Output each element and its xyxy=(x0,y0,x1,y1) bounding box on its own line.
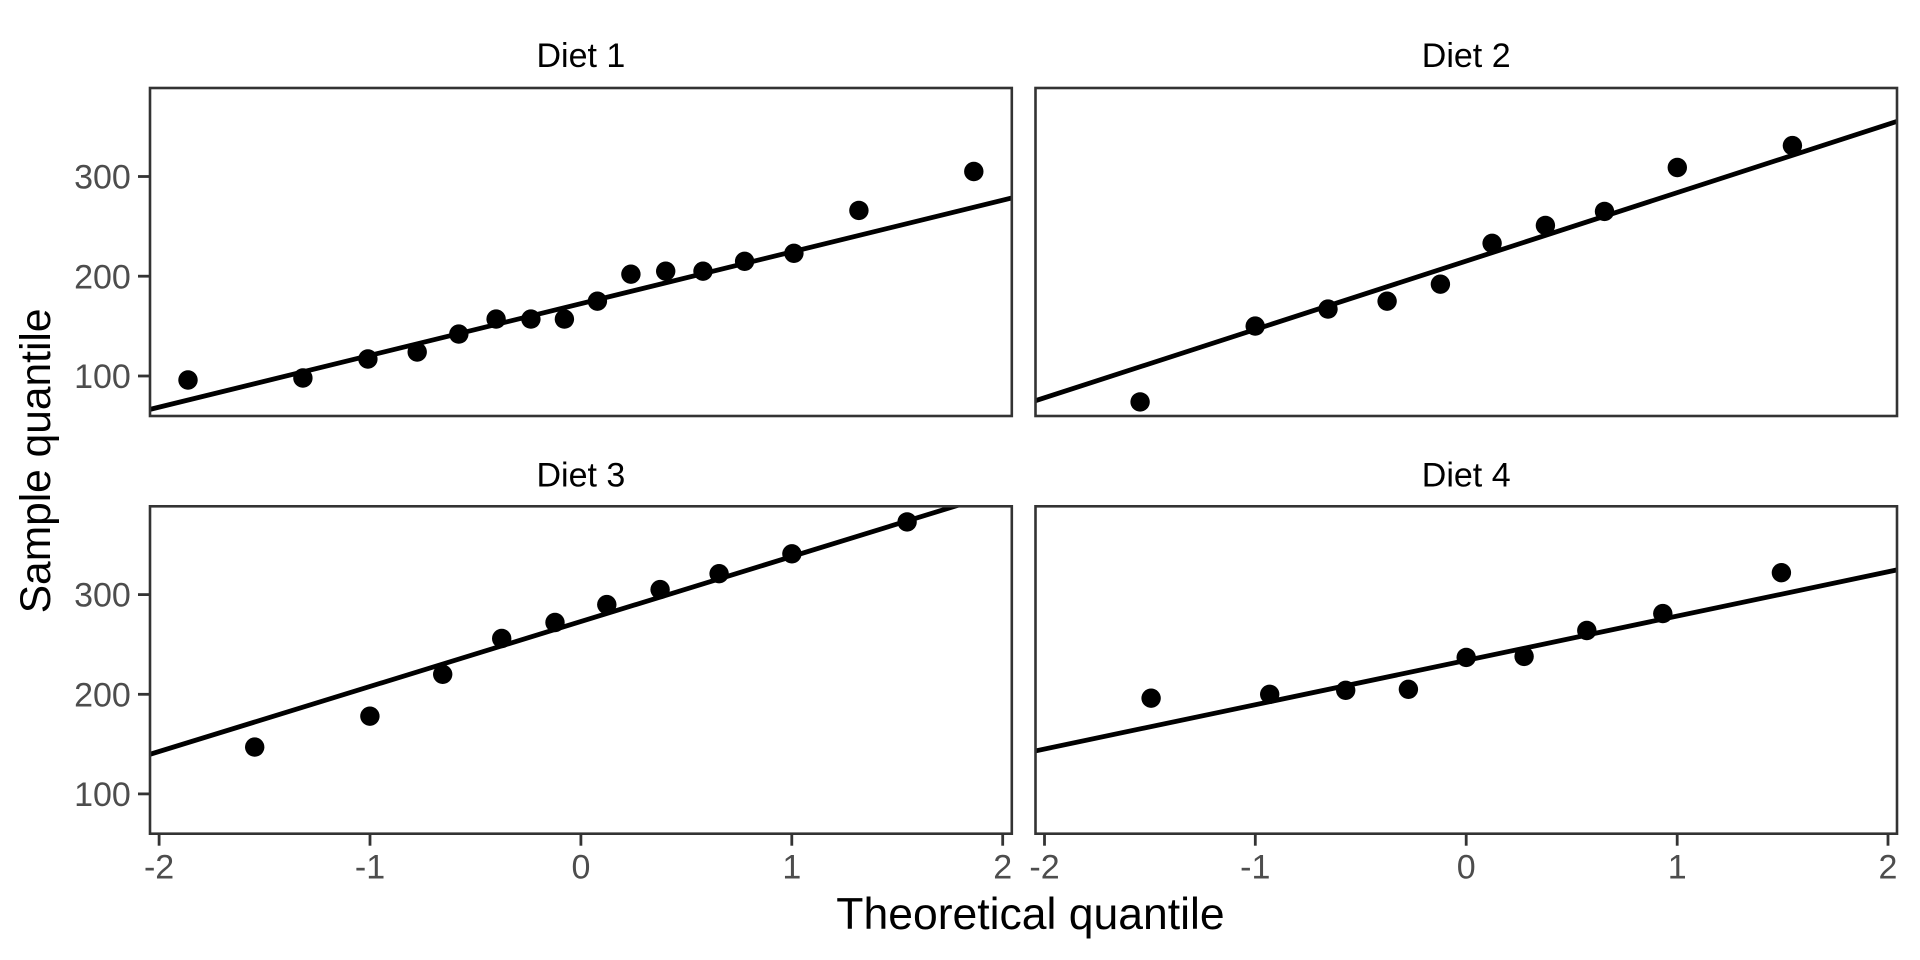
svg-text:300: 300 xyxy=(74,577,131,615)
svg-text:Sample quantile: Sample quantile xyxy=(13,309,60,614)
svg-text:300: 300 xyxy=(74,159,131,197)
svg-text:1: 1 xyxy=(1668,849,1687,887)
svg-text:Theoretical quantile: Theoretical quantile xyxy=(836,890,1224,939)
svg-text:Diet 1: Diet 1 xyxy=(536,37,625,75)
svg-text:-2: -2 xyxy=(144,849,174,887)
svg-text:0: 0 xyxy=(1457,849,1476,887)
svg-text:Diet 2: Diet 2 xyxy=(1422,37,1511,75)
svg-text:0: 0 xyxy=(571,849,590,887)
svg-text:100: 100 xyxy=(74,358,131,396)
svg-text:1: 1 xyxy=(782,849,801,887)
svg-text:100: 100 xyxy=(74,776,131,814)
svg-text:-1: -1 xyxy=(355,849,385,887)
svg-text:200: 200 xyxy=(74,676,131,714)
svg-text:-1: -1 xyxy=(1240,849,1270,887)
svg-text:Diet 3: Diet 3 xyxy=(536,456,625,494)
svg-text:2: 2 xyxy=(993,849,1012,887)
svg-text:200: 200 xyxy=(74,258,131,296)
svg-text:Diet 4: Diet 4 xyxy=(1422,456,1511,494)
svg-text:-2: -2 xyxy=(1029,849,1059,887)
svg-text:2: 2 xyxy=(1879,849,1898,887)
